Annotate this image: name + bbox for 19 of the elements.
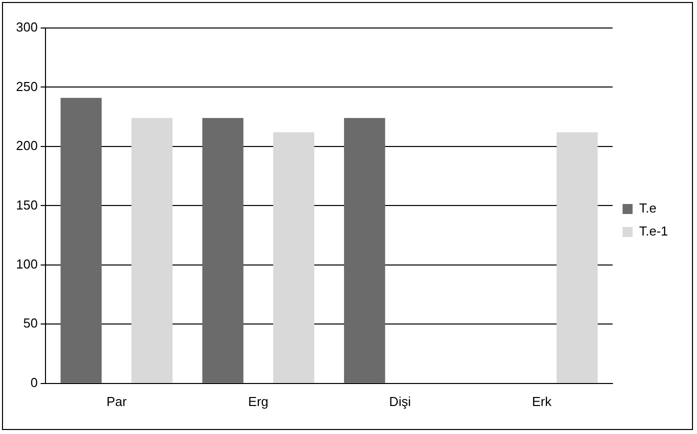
y-tick-label: 0 <box>30 374 38 390</box>
bar <box>273 132 314 383</box>
y-tick-label: 250 <box>16 78 38 94</box>
legend-label: T.e <box>639 200 656 216</box>
bar <box>60 98 102 383</box>
y-tick-label: 200 <box>16 138 38 154</box>
y-tick-label: 150 <box>16 197 38 212</box>
bar <box>556 132 598 383</box>
x-tick-label: Dişi <box>389 394 411 409</box>
legend-label: T.e-1 <box>639 224 668 239</box>
bar <box>344 118 386 383</box>
y-tick-label: 300 <box>16 20 38 35</box>
bar <box>202 118 244 383</box>
x-tick-label: Par <box>106 394 128 409</box>
x-tick-label: Erg <box>248 394 268 409</box>
x-tick-label: Erk <box>532 394 552 409</box>
bar <box>131 118 173 383</box>
y-tick-label: 50 <box>23 316 38 331</box>
y-tick-label: 100 <box>16 256 38 272</box>
